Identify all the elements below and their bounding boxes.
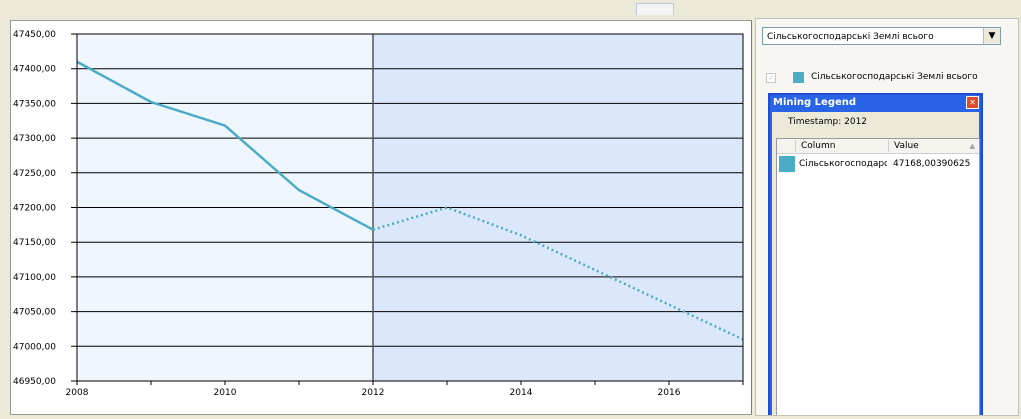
x-tick-label: 2008 [66, 388, 89, 398]
chevron-down-icon[interactable]: ▼ [983, 28, 1000, 44]
mining-legend-grid: Column Value ▲ Сільськогосподарські... 4… [776, 138, 980, 415]
x-tick-label: 2016 [658, 388, 681, 398]
y-tick-label: 47250,00 [13, 169, 56, 179]
column-header-value[interactable]: Value [894, 141, 919, 151]
x-tick-label: 2014 [510, 388, 533, 398]
x-tick-label: 2010 [214, 388, 237, 398]
legend-swatch [793, 72, 804, 83]
series-selector[interactable]: Сільськогосподарські Землі всього ▼ [762, 27, 1001, 45]
y-tick-label: 47100,00 [13, 273, 56, 283]
y-tick-label: 47350,00 [13, 99, 56, 109]
mining-legend-body: Timestamp: 2012 Column Value ▲ Сільськог… [772, 112, 980, 415]
y-tick-label: 47400,00 [13, 65, 56, 75]
series-line-actual [76, 60, 374, 231]
row-value-cell: 47168,00390625 [893, 159, 971, 169]
row-swatch [779, 156, 795, 172]
legend-label: Сільськогосподарські Землі всього [811, 72, 978, 82]
y-tick-label: 47050,00 [13, 308, 56, 318]
close-icon[interactable]: ✕ [966, 96, 979, 109]
grid-header: Column Value ▲ [777, 139, 979, 154]
legend-item[interactable]: ✓ Сільськогосподарські Землі всього [766, 71, 1016, 85]
y-tick-label: 47000,00 [13, 342, 56, 352]
y-tick-label: 47300,00 [13, 134, 56, 144]
chart-area: 47450,00 47400,00 47350,00 47300,00 47250,00… [10, 20, 752, 415]
top-tab[interactable] [636, 3, 674, 15]
legend-checkbox[interactable]: ✓ [766, 73, 776, 83]
mining-legend-title: Mining Legend [773, 97, 857, 108]
x-tick-label: 2012 [362, 388, 385, 398]
y-tick-label: 47450,00 [13, 30, 56, 40]
table-row[interactable]: Сільськогосподарські... 47168,00390625 [777, 154, 979, 174]
y-tick-label: 47150,00 [13, 238, 56, 248]
row-column-cell: Сільськогосподарські... [799, 159, 887, 169]
timestamp-label: Timestamp: 2012 [788, 117, 868, 127]
plot-frame [76, 33, 744, 382]
y-tick-label: 47200,00 [13, 204, 56, 214]
sort-asc-icon[interactable]: ▲ [969, 142, 975, 150]
line-chart: 47450,00 47400,00 47350,00 47300,00 47250,00… [13, 30, 744, 398]
y-tick-label: 46950,00 [13, 377, 56, 387]
mining-legend-window: Mining Legend ✕ Timestamp: 2012 Column V… [768, 93, 983, 415]
series-selector-value: Сільськогосподарські Землі всього [767, 32, 934, 42]
column-header-column[interactable]: Column [801, 141, 836, 151]
